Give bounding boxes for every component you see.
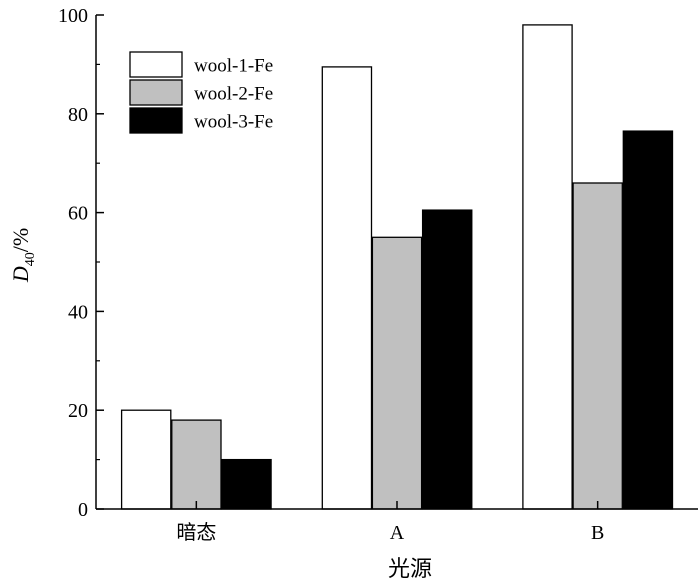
bar-wool-1-Fe-1 — [120, 409, 172, 510]
bar-wool-2-Fe-3 — [572, 182, 623, 510]
bar-wool-3-Fe-3 — [622, 130, 674, 510]
y-tick-label-0: 0 — [78, 499, 88, 521]
y-tick-label-60: 60 — [68, 203, 88, 225]
x-axis-title: 光源 — [388, 556, 432, 581]
legend: wool-1-Fe wool-2-Fe wool-3-Fe — [129, 51, 273, 134]
y-tick-label-100: 100 — [58, 5, 88, 27]
x-tick-label-2: A — [390, 522, 405, 544]
y-axis-title: D40/% — [8, 228, 38, 283]
x-tick-label-1: 暗态 — [176, 521, 216, 544]
legend-label-wool-3-Fe: wool-3-Fe — [194, 112, 273, 133]
y-axis-title-unit: /% — [8, 228, 33, 252]
bar-wool-2-Fe-1 — [171, 419, 222, 510]
y-tick-label-20: 20 — [68, 400, 88, 422]
bar-wool-2-Fe-2 — [371, 236, 423, 510]
y-tick-label-40: 40 — [68, 301, 88, 323]
legend-label-wool-1-Fe: wool-1-Fe — [194, 56, 273, 77]
legend-label-wool-2-Fe: wool-2-Fe — [194, 84, 273, 105]
bar-wool-1-Fe-2 — [321, 66, 373, 510]
bars-group — [120, 24, 674, 510]
y-axis-title-main: D — [8, 266, 33, 283]
ticks-group: 0 20 40 60 80 100 暗态 A B — [58, 5, 604, 544]
legend-swatch-wool-1-Fe — [129, 51, 183, 78]
y-tick-label-80: 80 — [68, 104, 88, 126]
bar-wool-1-Fe-3 — [522, 24, 573, 510]
bar-wool-3-Fe-2 — [421, 209, 473, 510]
legend-swatch-wool-3-Fe — [129, 107, 183, 134]
y-axis-title-sub: 40 — [23, 252, 38, 266]
x-tick-label-3: B — [591, 522, 604, 544]
bar-wool-3-Fe-1 — [221, 458, 272, 510]
legend-swatch-wool-2-Fe — [129, 79, 183, 106]
